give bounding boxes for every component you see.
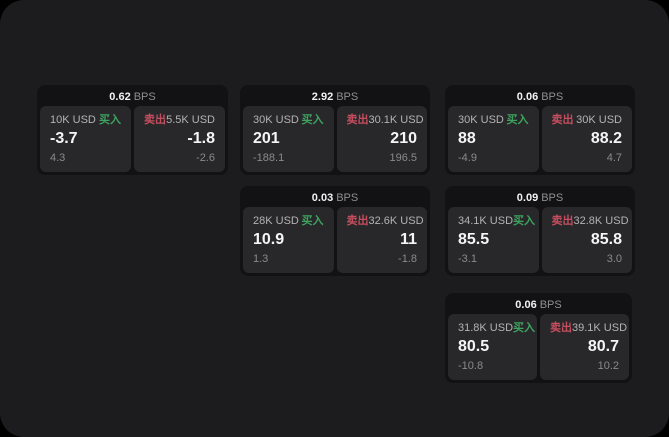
bps-header: 0.03 BPS [243, 189, 427, 207]
bps-label: BPS [133, 91, 156, 103]
quote-panels: 28K USD 买入 10.9 1.3 卖出 32.6K USD 11 -1.8 [243, 207, 427, 273]
sell-side-label: 卖出 [346, 114, 369, 126]
bps-value: 2.92 [311, 91, 334, 103]
buy-panel[interactable]: 34.1K USD 买入 85.5 -3.1 [448, 207, 539, 273]
sell-side-label: 卖出 [551, 114, 574, 126]
sell-panel[interactable]: 卖出 30.1K USD 210 196.5 [336, 106, 427, 172]
sell-panel[interactable]: 卖出 5.5K USD -1.8 -2.6 [134, 106, 225, 172]
sell-panel[interactable]: 卖出 39.1K USD 80.7 10.2 [540, 314, 629, 380]
sell-price: 85.8 [590, 231, 622, 248]
quote-panels: 30K USD 买入 201 -188.1 卖出 30.1K USD 210 1… [243, 106, 427, 172]
buy-amount: 34.1K USD [458, 215, 514, 227]
bps-value: 0.06 [516, 91, 539, 103]
bps-header: 0.09 BPS [448, 189, 632, 207]
buy-side-label: 买入 [99, 114, 121, 126]
sell-panel[interactable]: 卖出 32.6K USD 11 -1.8 [336, 207, 427, 273]
buy-side-label: 买入 [301, 114, 324, 126]
buy-price: 80.5 [458, 338, 490, 355]
sell-amount: 5.5K USD [166, 114, 215, 126]
buy-panel[interactable]: 30K USD 买入 88 -4.9 [448, 106, 539, 172]
buy-price: 201 [253, 130, 280, 147]
buy-amount: 10K USD [50, 114, 96, 126]
buy-amount: 31.8K USD [458, 322, 514, 334]
buy-change: -10.8 [458, 360, 484, 372]
sell-change: 3.0 [606, 253, 622, 265]
bps-header: 2.92 BPS [243, 88, 427, 106]
sell-side-label: 卖出 [144, 114, 166, 126]
sell-price: 11 [400, 231, 417, 248]
bps-label: BPS [539, 299, 562, 311]
bps-label: BPS [541, 192, 564, 204]
sell-change: -1.8 [398, 253, 417, 265]
bps-value: 0.06 [515, 299, 537, 311]
buy-change: -4.9 [458, 152, 477, 164]
sell-change: 10.2 [597, 360, 619, 372]
buy-side-label: 买入 [513, 215, 536, 227]
buy-panel[interactable]: 31.8K USD 买入 80.5 -10.8 [448, 314, 537, 380]
buy-side-label: 买入 [513, 322, 536, 334]
buy-side-label: 买入 [301, 215, 324, 227]
sell-side-label: 卖出 [550, 322, 572, 334]
buy-change: 4.3 [50, 152, 66, 164]
quote-panels: 34.1K USD 买入 85.5 -3.1 卖出 32.8K USD 85.8… [448, 207, 632, 273]
buy-price: 85.5 [458, 231, 490, 248]
buy-panel[interactable]: 30K USD 买入 201 -188.1 [243, 106, 334, 172]
sell-change: 196.5 [389, 152, 417, 164]
quote-panels: 30K USD 买入 88 -4.9 卖出 30K USD 88.2 4.7 [448, 106, 632, 172]
bps-value: 0.09 [516, 192, 539, 204]
sell-amount: 32.6K USD [368, 215, 424, 227]
sell-change: -2.6 [196, 152, 215, 164]
quote-card-4[interactable]: 0.03 BPS 28K USD 买入 10.9 1.3 卖出 32.6K USD… [240, 186, 430, 276]
sell-price: -1.8 [187, 130, 215, 147]
buy-amount: 28K USD [253, 215, 299, 227]
bps-label: BPS [336, 91, 359, 103]
buy-panel[interactable]: 10K USD 买入 -3.7 4.3 [40, 106, 131, 172]
buy-change: 1.3 [253, 253, 269, 265]
sell-price: 210 [390, 130, 417, 147]
sell-amount: 30K USD [576, 114, 622, 126]
bps-value: 0.62 [109, 91, 131, 103]
buy-amount: 30K USD [253, 114, 299, 126]
sell-amount: 30.1K USD [368, 114, 424, 126]
sell-side-label: 卖出 [346, 215, 369, 227]
sell-panel[interactable]: 卖出 30K USD 88.2 4.7 [541, 106, 632, 172]
buy-price: 88 [458, 130, 476, 147]
buy-change: -3.1 [458, 253, 477, 265]
bps-value: 0.03 [311, 192, 334, 204]
quote-panels: 10K USD 买入 -3.7 4.3 卖出 5.5K USD -1.8 -2.… [40, 106, 225, 172]
sell-change: 4.7 [606, 152, 622, 164]
quote-panels: 31.8K USD 买入 80.5 -10.8 卖出 39.1K USD 80.… [448, 314, 629, 380]
buy-price: 10.9 [253, 231, 285, 248]
bps-label: BPS [336, 192, 359, 204]
bps-header: 0.06 BPS [448, 296, 629, 314]
quote-card-6[interactable]: 0.06 BPS 31.8K USD 买入 80.5 -10.8 卖出 39.1K… [445, 293, 632, 383]
buy-amount: 30K USD [458, 114, 504, 126]
sell-amount: 39.1K USD [572, 322, 628, 334]
buy-panel[interactable]: 28K USD 买入 10.9 1.3 [243, 207, 334, 273]
buy-side-label: 买入 [506, 114, 529, 126]
sell-side-label: 卖出 [551, 215, 574, 227]
quote-card-5[interactable]: 0.09 BPS 34.1K USD 买入 85.5 -3.1 卖出 32.8K … [445, 186, 635, 276]
bps-header: 0.06 BPS [448, 88, 632, 106]
bps-header: 0.62 BPS [40, 88, 225, 106]
buy-change: -188.1 [253, 152, 285, 164]
quote-card-1[interactable]: 0.62 BPS 10K USD 买入 -3.7 4.3 卖出 5.5K USD … [37, 85, 228, 175]
sell-price: 88.2 [590, 130, 622, 147]
quote-card-3[interactable]: 0.06 BPS 30K USD 买入 88 -4.9 卖出 30K USD 88… [445, 85, 635, 175]
sell-price: 80.7 [587, 338, 619, 355]
sell-amount: 32.8K USD [573, 215, 629, 227]
buy-price: -3.7 [50, 130, 78, 147]
bps-label: BPS [541, 91, 564, 103]
quote-card-2[interactable]: 2.92 BPS 30K USD 买入 201 -188.1 卖出 30.1K U… [240, 85, 430, 175]
sell-panel[interactable]: 卖出 32.8K USD 85.8 3.0 [541, 207, 632, 273]
